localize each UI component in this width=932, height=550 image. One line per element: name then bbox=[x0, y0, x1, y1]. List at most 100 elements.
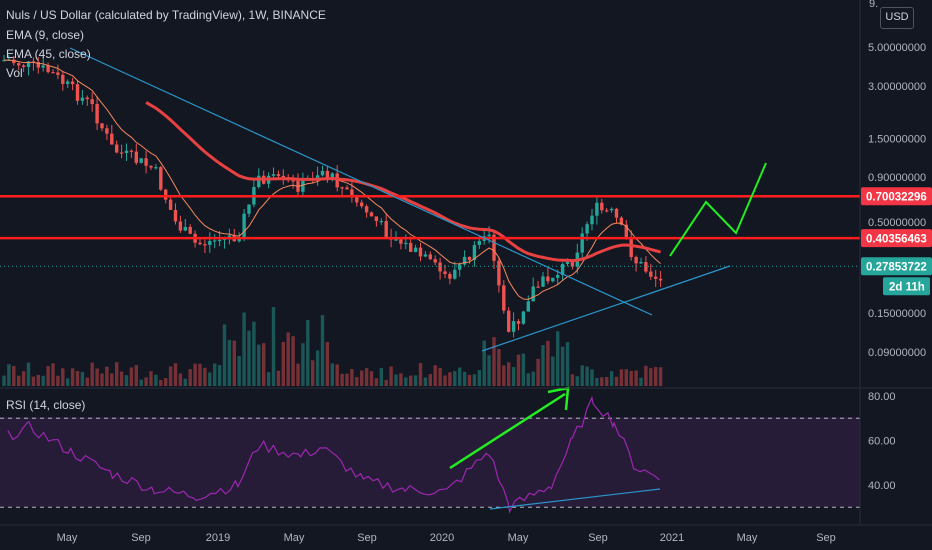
rsi-pane bbox=[0, 386, 860, 514]
volume-bar bbox=[134, 365, 138, 386]
candle-body bbox=[614, 208, 619, 218]
candle-body bbox=[438, 262, 442, 272]
candle-body bbox=[364, 206, 369, 213]
volume-bar bbox=[605, 377, 609, 386]
volume-bar bbox=[119, 371, 124, 386]
volume-bar bbox=[448, 372, 452, 386]
candle-body bbox=[56, 72, 60, 75]
rsi-tick-label: 80.00 bbox=[868, 391, 896, 403]
volume-bar bbox=[340, 373, 344, 386]
candle-body bbox=[536, 286, 540, 288]
volume-bar bbox=[404, 377, 408, 386]
candle-body bbox=[75, 84, 80, 101]
rsi-tick-label: 40.00 bbox=[868, 480, 896, 492]
candle-body bbox=[154, 167, 158, 169]
volume-bar bbox=[551, 356, 555, 386]
volume-bar bbox=[438, 367, 442, 386]
volume-bar bbox=[389, 366, 393, 386]
volume-bar bbox=[502, 365, 506, 386]
candle-body bbox=[458, 264, 462, 270]
volume-bar bbox=[477, 370, 481, 386]
candle-body bbox=[227, 235, 232, 238]
volume-bar bbox=[129, 367, 134, 386]
candle-body bbox=[453, 269, 457, 279]
candle-body bbox=[565, 261, 570, 264]
time-tick-label: Sep bbox=[131, 532, 151, 544]
rsi-legend[interactable]: RSI (14, close) bbox=[6, 398, 86, 412]
volume-legend[interactable]: Vol bbox=[6, 66, 23, 80]
volume-bar bbox=[271, 307, 276, 386]
candle-body bbox=[516, 321, 521, 324]
candle-body bbox=[629, 239, 633, 257]
price-tag-label: 0.27853722 bbox=[866, 262, 927, 274]
price-tag bbox=[861, 187, 932, 206]
uptrend-line bbox=[481, 265, 731, 352]
volume-bar bbox=[232, 340, 236, 386]
candle-body bbox=[26, 61, 31, 68]
candle-body bbox=[634, 256, 638, 264]
volume-bar bbox=[257, 344, 261, 386]
candle-body bbox=[502, 285, 506, 311]
volume-bar bbox=[580, 365, 584, 386]
volume-bar bbox=[575, 376, 579, 386]
candle-body bbox=[374, 216, 379, 222]
candle-body bbox=[619, 217, 624, 225]
candle-body bbox=[2, 60, 6, 62]
volume-bar bbox=[497, 349, 501, 386]
candle-body bbox=[551, 277, 555, 282]
candle-body bbox=[325, 170, 330, 179]
rsi-band bbox=[0, 417, 860, 507]
volume-bar bbox=[168, 366, 173, 386]
candle-body bbox=[448, 273, 452, 279]
volume-bar bbox=[516, 354, 521, 386]
candle-body bbox=[492, 234, 496, 261]
volume-bar bbox=[418, 363, 423, 386]
candle-body bbox=[649, 271, 653, 277]
ema-fast-legend[interactable]: EMA (9, close) bbox=[6, 28, 85, 42]
volume-bar bbox=[590, 369, 594, 386]
currency-button[interactable]: USD bbox=[880, 7, 914, 29]
candle-body bbox=[433, 259, 437, 263]
candle-body bbox=[95, 103, 99, 124]
volume-bar bbox=[70, 368, 75, 386]
volume-bar bbox=[296, 363, 300, 386]
volume-bar bbox=[2, 375, 6, 386]
volume-bar bbox=[350, 368, 354, 386]
volume-bar bbox=[144, 377, 148, 386]
volume-bar bbox=[345, 373, 349, 386]
rsi-line bbox=[7, 395, 660, 514]
volume-bar bbox=[379, 367, 383, 386]
candle-body bbox=[472, 245, 477, 261]
candle-body bbox=[203, 244, 207, 246]
volume-bar bbox=[423, 377, 428, 386]
candle-body bbox=[521, 311, 526, 324]
volume-bar bbox=[46, 366, 50, 386]
candle-body bbox=[639, 262, 643, 264]
candle-body bbox=[350, 189, 354, 196]
volume-bar bbox=[462, 371, 467, 386]
candle-body bbox=[644, 262, 648, 272]
ema-slow-legend[interactable]: EMA (45, close) bbox=[6, 47, 91, 61]
time-tick-label: Sep bbox=[357, 532, 377, 544]
candle-body bbox=[600, 202, 604, 211]
volume-bar bbox=[507, 362, 511, 386]
volume-bar bbox=[95, 368, 99, 386]
chart-title: Nuls / US Dollar (calculated by TradingV… bbox=[6, 8, 326, 22]
candle-body bbox=[85, 97, 89, 100]
time-tick-label: May bbox=[284, 532, 305, 544]
volume-bar bbox=[217, 365, 222, 386]
time-tick-label: May bbox=[737, 532, 758, 544]
candle-body bbox=[149, 165, 153, 168]
volume-bar bbox=[154, 374, 158, 386]
volume-bar bbox=[31, 376, 36, 386]
candle-body bbox=[423, 254, 428, 257]
candle-body bbox=[217, 239, 222, 242]
volume-bar bbox=[85, 377, 89, 386]
candle-body bbox=[134, 151, 138, 163]
time-tick-label: 2020 bbox=[430, 532, 454, 544]
time-tick-label: Sep bbox=[588, 532, 608, 544]
volume-bar bbox=[492, 337, 496, 386]
candle-body bbox=[570, 261, 575, 267]
volume-bars bbox=[2, 307, 663, 386]
